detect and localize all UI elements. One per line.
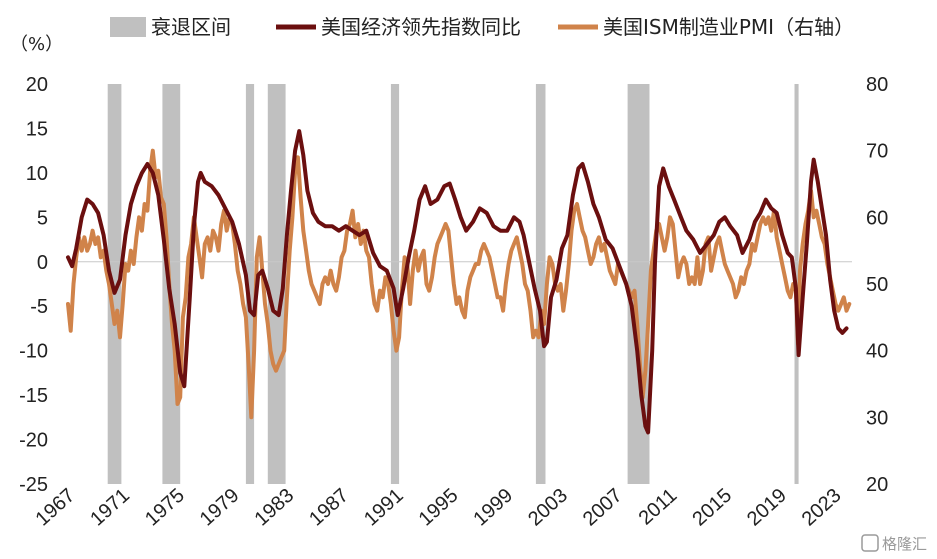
recession-band [162,84,181,484]
x-tick-label: 1991 [360,484,408,530]
x-tick-label: 1995 [415,484,463,530]
recession-band [390,84,400,484]
x-tick-label: 1983 [250,484,298,530]
x-tick-label: 2015 [688,484,736,530]
left-axis: 20 15 10 5 0 -5 -10 -15 -20 -25 [19,74,48,496]
left-tick-label: 10 [26,163,48,185]
x-tick-label: 1999 [469,484,517,530]
series-layer [66,129,852,435]
right-axis: 80 70 60 50 40 30 20 [866,74,888,496]
watermark-logo-icon [861,534,879,552]
left-axis-unit: （%） [10,34,63,55]
left-tick-label: 15 [26,118,48,140]
recession-band [535,84,546,484]
left-tick-label: -15 [19,385,48,407]
x-tick-label: 2003 [524,484,572,530]
x-axis: 1967 1971 1975 1979 1983 1987 1991 1995 1999 2003… [32,484,846,530]
legend-label-lei: 美国经济领先指数同比 [321,15,521,39]
right-tick-label: 30 [866,407,888,429]
recession-band [107,84,122,484]
legend: 衰退区间 美国经济领先指数同比 美国ISM制造业PMI（右轴） [110,15,854,39]
series-line-lei [66,129,849,435]
left-tick-label: -20 [19,430,48,452]
x-tick-label: 1987 [305,484,353,530]
left-tick-label: 5 [37,207,48,229]
legend-swatch-recession [110,17,146,37]
right-tick-label: 60 [866,207,888,229]
right-tick-label: 70 [866,141,888,163]
left-tick-label: -10 [19,341,48,363]
left-tick-label: -25 [19,474,48,496]
watermark: 格隆汇 [861,534,927,553]
right-tick-label: 40 [866,341,888,363]
right-tick-label: 20 [866,474,888,496]
legend-label-pmi: 美国ISM制造业PMI（右轴） [603,15,854,39]
x-tick-label: 1979 [196,484,244,530]
legend-label-recession: 衰退区间 [151,15,231,39]
right-tick-label: 50 [866,274,888,296]
x-tick-label: 2007 [579,484,627,530]
left-tick-label: 0 [37,252,48,274]
x-tick-label: 2019 [743,484,791,530]
series-line-pmi [66,148,852,420]
right-tick-label: 80 [866,74,888,96]
watermark-text: 格隆汇 [882,535,927,553]
x-tick-label: 1971 [86,484,134,530]
x-tick-label: 1975 [141,484,189,530]
recession-band [267,84,286,484]
x-tick-label: 2011 [635,484,682,529]
left-tick-label: 20 [26,74,48,96]
x-tick-label: 2023 [798,484,846,530]
left-tick-label: -5 [30,296,48,318]
recession-band [245,84,255,484]
